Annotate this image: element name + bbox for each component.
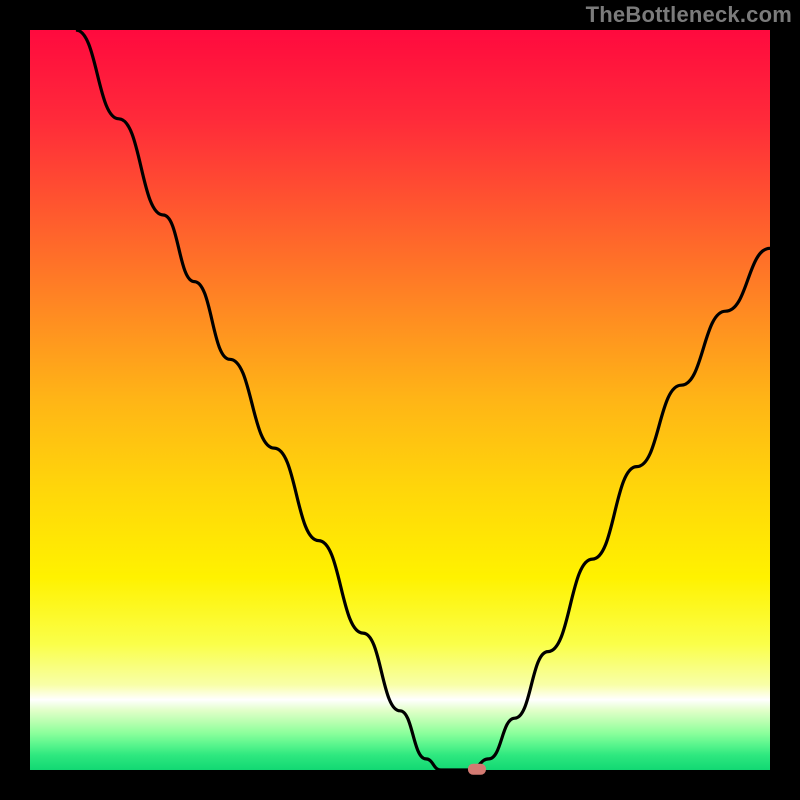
chart-container: TheBottleneck.com [0,0,800,800]
watermark-text: TheBottleneck.com [586,2,792,28]
gradient-background [30,30,770,770]
bottleneck-chart [0,0,800,800]
marker-pill [468,764,486,775]
